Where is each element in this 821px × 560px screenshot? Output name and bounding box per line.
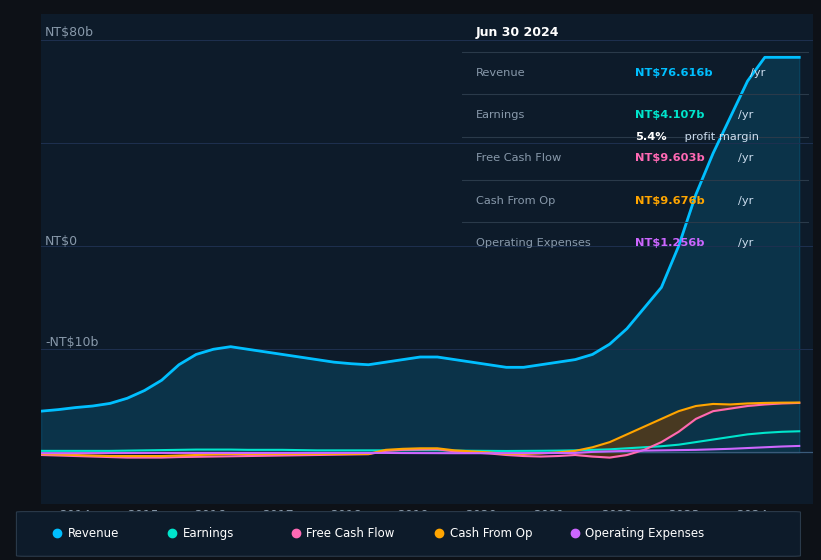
Text: Cash From Op: Cash From Op — [450, 527, 532, 540]
Text: NT$0: NT$0 — [45, 235, 78, 248]
Text: NT$4.107b: NT$4.107b — [635, 110, 705, 120]
FancyBboxPatch shape — [16, 512, 800, 556]
Text: NT$80b: NT$80b — [45, 26, 94, 39]
Text: Revenue: Revenue — [68, 527, 120, 540]
Text: /yr: /yr — [738, 238, 754, 248]
Text: /yr: /yr — [738, 153, 754, 163]
Text: NT$76.616b: NT$76.616b — [635, 68, 713, 78]
Text: Revenue: Revenue — [476, 68, 525, 78]
Text: Free Cash Flow: Free Cash Flow — [306, 527, 395, 540]
Text: Earnings: Earnings — [476, 110, 525, 120]
Text: Free Cash Flow: Free Cash Flow — [476, 153, 562, 163]
Text: Operating Expenses: Operating Expenses — [476, 238, 591, 248]
Text: Earnings: Earnings — [183, 527, 235, 540]
Text: NT$9.676b: NT$9.676b — [635, 196, 705, 206]
Text: /yr: /yr — [738, 110, 754, 120]
Text: Jun 30 2024: Jun 30 2024 — [476, 26, 560, 39]
Text: 5.4%: 5.4% — [635, 132, 667, 142]
Text: NT$9.603b: NT$9.603b — [635, 153, 705, 163]
Text: Cash From Op: Cash From Op — [476, 196, 556, 206]
Text: profit margin: profit margin — [681, 132, 759, 142]
Text: /yr: /yr — [738, 196, 754, 206]
Text: NT$1.256b: NT$1.256b — [635, 238, 705, 248]
Text: /yr: /yr — [750, 68, 765, 78]
Text: Operating Expenses: Operating Expenses — [585, 527, 704, 540]
Text: -NT$10b: -NT$10b — [45, 336, 99, 349]
